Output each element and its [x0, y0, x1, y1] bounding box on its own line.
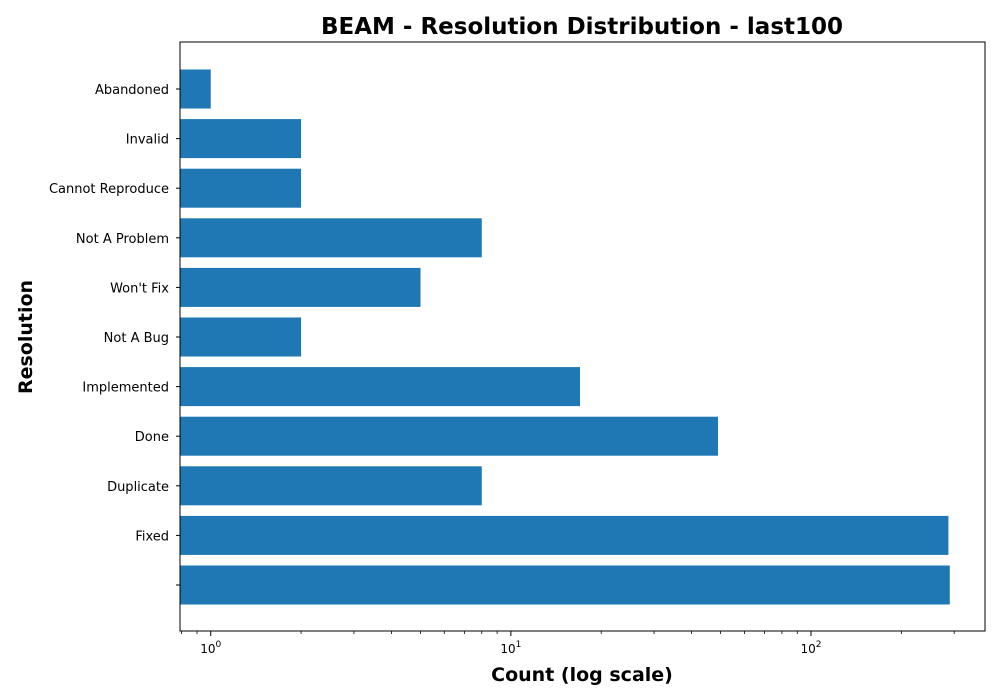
- bar-4: [180, 367, 581, 407]
- y-tick-label-1: Fixed: [135, 529, 169, 544]
- bars-group: [180, 69, 950, 605]
- y-tick-label-6: Won't Fix: [110, 281, 169, 296]
- x-axis-ticks: 100 101 102: [181, 631, 955, 656]
- x-tick-label-2: 102: [800, 640, 821, 656]
- bar-0: [180, 565, 950, 605]
- y-tick-label-3: Done: [135, 430, 169, 445]
- bar-8: [180, 168, 302, 208]
- bar-5: [180, 317, 302, 357]
- bar-9: [180, 119, 302, 159]
- y-tick-label-2: Duplicate: [107, 480, 169, 495]
- y-tick-label-10: Abandoned: [95, 83, 169, 98]
- y-axis-title: Resolution: [15, 280, 37, 394]
- y-axis-ticks: Fixed Duplicate Done Implemented Not A Bug Wo…: [49, 83, 180, 586]
- bar-6: [180, 267, 421, 307]
- bar-2: [180, 466, 482, 506]
- bar-1: [180, 515, 949, 555]
- x-axis-title: Count (log scale): [491, 664, 673, 686]
- bar-10: [180, 69, 211, 109]
- y-tick-label-4: Implemented: [82, 381, 169, 396]
- plot-frame: [179, 41, 986, 632]
- bar-7: [180, 218, 482, 258]
- y-tick-label-7: Not A Problem: [76, 232, 169, 247]
- y-tick-label-5: Not A Bug: [104, 331, 169, 346]
- bar-3: [180, 416, 719, 456]
- x-tick-label-0: 100: [200, 640, 221, 656]
- y-tick-label-9: Invalid: [126, 133, 169, 148]
- chart-title: BEAM - Resolution Distribution - last100: [321, 14, 843, 40]
- y-tick-label-8: Cannot Reproduce: [49, 182, 169, 197]
- x-tick-label-1: 101: [500, 640, 521, 656]
